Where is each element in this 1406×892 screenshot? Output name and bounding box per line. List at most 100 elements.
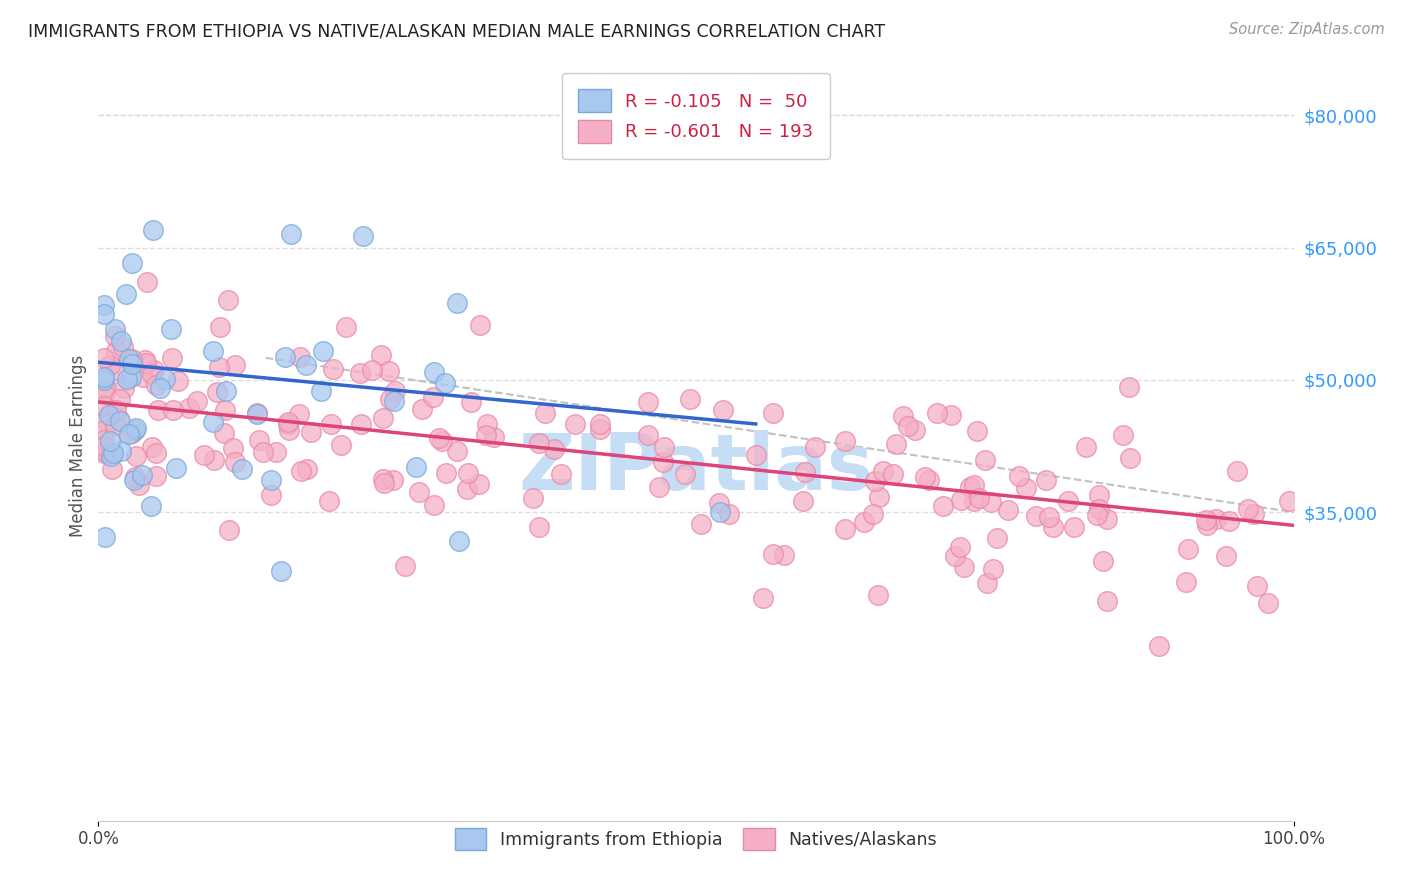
Point [967, 491, 990, 506]
Point [277, 417, 299, 431]
Text: IMMIGRANTS FROM ETHIOPIA VS NATIVE/ALASKAN MEDIAN MALE EARNINGS CORRELATION CHAR: IMMIGRANTS FROM ETHIOPIA VS NATIVE/ALASK… [28, 22, 886, 40]
Point [131, 467, 153, 482]
Point [312, 344, 335, 359]
Point [679, 392, 702, 406]
Point [145, 468, 167, 483]
Point [976, 576, 998, 591]
Point [100, 461, 122, 475]
Point [1243, 507, 1265, 521]
Point [456, 483, 478, 497]
Point [110, 392, 132, 406]
Point [529, 520, 551, 534]
Point [121, 256, 143, 270]
Point [208, 319, 231, 334]
Point [318, 494, 340, 508]
Point [434, 466, 457, 480]
Point [467, 476, 489, 491]
Point [550, 467, 572, 482]
Point [986, 531, 1008, 545]
Point [94, 413, 117, 427]
Point [264, 445, 287, 459]
Point [713, 403, 735, 417]
Point [468, 318, 491, 332]
Point [745, 448, 768, 462]
Point [110, 443, 132, 458]
Point [1226, 464, 1249, 478]
Point [118, 426, 141, 441]
Point [353, 229, 375, 244]
Point [1042, 519, 1064, 533]
Point [430, 434, 453, 449]
Point [423, 365, 446, 379]
Point [378, 392, 401, 406]
Point [100, 449, 122, 463]
Point [277, 415, 299, 429]
Point [891, 409, 914, 423]
Point [167, 374, 190, 388]
Point [141, 368, 163, 382]
Point [941, 408, 963, 422]
Point [104, 329, 127, 343]
Point [373, 472, 395, 486]
Point [208, 360, 231, 375]
Point [447, 534, 470, 549]
Point [717, 507, 740, 521]
Point [868, 588, 890, 602]
Point [834, 522, 856, 536]
Point [104, 402, 127, 417]
Point [270, 564, 292, 578]
Point [384, 384, 406, 399]
Point [707, 496, 730, 510]
Point [690, 516, 713, 531]
Point [297, 462, 319, 476]
Point [260, 473, 283, 487]
Point [141, 440, 163, 454]
Point [564, 417, 586, 431]
Point [246, 406, 269, 420]
Point [1035, 473, 1057, 487]
Point [224, 359, 246, 373]
Point [94, 530, 117, 544]
Point [446, 443, 468, 458]
Point [135, 356, 157, 370]
Point [103, 445, 125, 459]
Point [405, 460, 427, 475]
Point [212, 426, 235, 441]
Point [322, 362, 344, 376]
Point [149, 381, 172, 395]
Point [457, 466, 479, 480]
Point [834, 434, 856, 448]
Point [709, 505, 731, 519]
Point [299, 425, 322, 439]
Point [953, 559, 976, 574]
Point [349, 366, 371, 380]
Point [247, 433, 270, 447]
Point [1085, 508, 1108, 523]
Point [1111, 427, 1133, 442]
Point [1025, 508, 1047, 523]
Point [1277, 493, 1299, 508]
Point [290, 464, 312, 478]
Point [186, 394, 208, 409]
Point [93, 307, 115, 321]
Point [886, 437, 908, 451]
Point [1095, 512, 1118, 526]
Point [217, 293, 239, 308]
Point [588, 422, 610, 436]
Point [107, 362, 129, 376]
Point [872, 464, 894, 478]
Point [128, 477, 150, 491]
Point [98, 359, 121, 373]
Point [411, 402, 433, 417]
Point [218, 524, 240, 538]
Point [792, 493, 814, 508]
Point [427, 431, 450, 445]
Point [93, 446, 115, 460]
Point [974, 452, 997, 467]
Point [959, 480, 981, 494]
Legend: Immigrants from Ethiopia, Natives/Alaskans: Immigrants from Ethiopia, Natives/Alaska… [449, 821, 943, 857]
Point [145, 446, 167, 460]
Point [762, 406, 785, 420]
Point [966, 425, 988, 439]
Point [527, 436, 550, 450]
